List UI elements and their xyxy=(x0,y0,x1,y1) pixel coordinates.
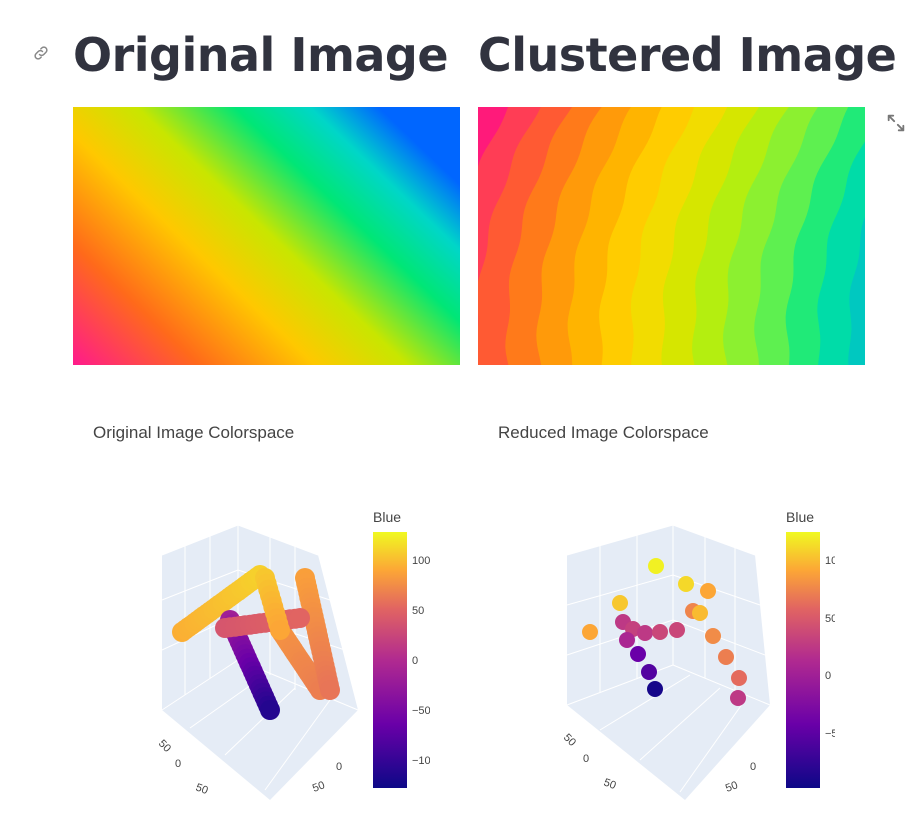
colorbar-tick: −50 xyxy=(825,728,835,740)
heading-clustered-image: Clustered Image xyxy=(478,28,897,82)
heading-original-image: Original Image xyxy=(73,28,449,82)
colorbar-title: Blue xyxy=(786,509,814,525)
axis-tick: 0 xyxy=(336,761,342,773)
colorbar-tick: 0 xyxy=(412,655,418,667)
axis-tick: 50 xyxy=(561,732,578,749)
colorbar-tick: −100 xyxy=(412,755,430,767)
scatter-point xyxy=(320,680,340,700)
colorbar-tick: −50 xyxy=(412,705,430,717)
scatter-point xyxy=(692,605,708,621)
colorbar-tick: 50 xyxy=(825,613,835,625)
scatter-point xyxy=(612,595,628,611)
scatter-point xyxy=(731,670,747,686)
axis-tick: 50 xyxy=(311,779,327,794)
original-image xyxy=(73,107,460,365)
scatter-point xyxy=(290,608,310,628)
scatter-point xyxy=(647,681,663,697)
axis-tick: 50 xyxy=(724,779,740,794)
colorbar-title: Blue xyxy=(373,509,401,525)
axis-tick: 50 xyxy=(602,777,618,792)
scene[interactable] xyxy=(566,524,771,800)
cluster-band xyxy=(478,107,541,327)
scatter-point xyxy=(637,625,653,641)
scatter-point xyxy=(582,624,598,640)
scatter-point xyxy=(700,583,716,599)
plot-title-original-colorspace: Original Image Colorspace xyxy=(93,423,295,442)
axis-tick: 50 xyxy=(156,738,173,755)
link-icon[interactable] xyxy=(30,44,52,62)
scatter-point xyxy=(648,558,664,574)
cluster-band xyxy=(478,107,508,167)
colorbar: Blue 100 50 0 −50 xyxy=(786,509,835,788)
clustered-image xyxy=(478,107,865,365)
fullscreen-icon[interactable] xyxy=(885,112,907,134)
scatter-point xyxy=(619,632,635,648)
original-colorspace-3d-plot[interactable]: Blue 100 50 0 −50 −100 50 0 50 0 50 xyxy=(140,500,430,800)
colorbar: Blue 100 50 0 −50 −100 xyxy=(373,509,430,788)
scatter-point xyxy=(705,628,721,644)
plot-title-reduced-colorspace: Reduced Image Colorspace xyxy=(498,423,709,442)
reduced-colorspace-3d-plot[interactable]: Blue 100 50 0 −50 50 0 50 0 50 xyxy=(545,500,835,800)
scatter-point xyxy=(630,646,646,662)
colorbar-tick: 100 xyxy=(412,555,430,567)
scatter-point xyxy=(260,700,280,720)
colorbar-tick: 50 xyxy=(412,605,424,617)
axis-tick: 0 xyxy=(583,753,589,765)
scatter-point xyxy=(678,576,694,592)
scatter-point xyxy=(669,622,685,638)
scene[interactable] xyxy=(161,524,359,800)
axis-tick: 0 xyxy=(750,761,756,773)
scatter-point xyxy=(641,664,657,680)
axis-tick: 50 xyxy=(194,782,210,797)
axis-tick: 0 xyxy=(175,758,181,770)
scatter-point xyxy=(652,624,668,640)
scatter-point xyxy=(730,690,746,706)
scatter-point xyxy=(718,649,734,665)
axis-ticks: 50 0 50 0 50 xyxy=(561,732,756,795)
scatter-point xyxy=(270,620,290,640)
colorbar-tick: 0 xyxy=(825,670,831,682)
colorbar-tick: 100 xyxy=(825,555,835,567)
